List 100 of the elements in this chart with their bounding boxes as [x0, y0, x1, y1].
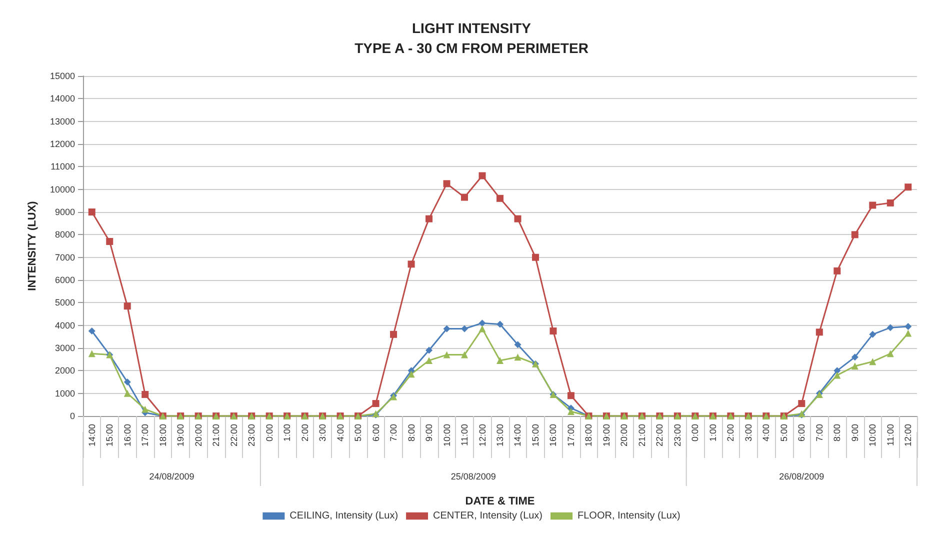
- point: [106, 238, 114, 245]
- x-axis-title: DATE & TIME: [465, 496, 535, 508]
- x-tick-label: 10:00: [868, 424, 878, 447]
- point: [514, 215, 522, 222]
- x-tick-label: 9:00: [850, 424, 860, 442]
- point: [88, 328, 96, 334]
- chart-subtitle: TYPE A - 30 CM FROM PERIMETER: [354, 40, 588, 56]
- y-tick-label: 2000: [54, 366, 75, 376]
- x-tick-label: 3:00: [318, 424, 328, 442]
- x-tick-label: 15:00: [530, 424, 540, 447]
- x-tick-label: 10:00: [442, 424, 452, 447]
- x-tick-label: 8:00: [832, 424, 842, 442]
- x-tick-label: 18:00: [158, 424, 168, 447]
- x-tick-label: 17:00: [566, 424, 576, 447]
- x-tick-label: 16:00: [122, 424, 132, 447]
- x-tick-label: 12:00: [477, 424, 488, 447]
- legend-label: FLOOR, Intensity (Lux): [578, 510, 680, 522]
- x-tick-label: 23:00: [246, 424, 257, 447]
- y-tick-label: 7000: [54, 252, 75, 262]
- y-tick-label: 9000: [54, 207, 75, 217]
- point: [461, 351, 468, 358]
- y-tick-label: 14000: [50, 94, 75, 104]
- y-tick-label: 4000: [54, 320, 75, 330]
- point: [816, 328, 823, 336]
- point: [461, 325, 468, 332]
- y-axis-title: INTENSITY (LUX): [26, 200, 38, 291]
- point: [496, 356, 504, 364]
- point: [372, 400, 380, 408]
- x-tick-label: 19:00: [176, 424, 186, 447]
- x-tick-label: 7:00: [388, 424, 399, 442]
- x-tick-label: 22:00: [654, 424, 665, 447]
- point: [851, 231, 858, 238]
- x-tick-label: 2:00: [300, 424, 310, 442]
- y-tick-label: 6000: [54, 275, 75, 285]
- point: [834, 367, 841, 374]
- point: [798, 400, 806, 408]
- point: [426, 215, 433, 222]
- x-tick-label: 0:00: [690, 424, 700, 442]
- x-tick-label: 20:00: [619, 424, 630, 447]
- x-tick-label: 11:00: [460, 424, 470, 446]
- y-tick-label: 11000: [50, 162, 75, 172]
- x-tick-label: 8:00: [406, 424, 416, 442]
- point: [478, 172, 486, 180]
- text: 26/08/2009: [779, 472, 824, 482]
- x-tick-label: 7:00: [814, 424, 824, 442]
- x-tick-label: 13:00: [495, 424, 505, 447]
- x-tick-label: 15:00: [104, 424, 115, 447]
- x-tick-label: 22:00: [228, 424, 239, 447]
- point: [390, 330, 398, 338]
- point: [869, 330, 876, 338]
- point: [869, 358, 876, 366]
- x-tick-label: 6:00: [370, 424, 381, 442]
- x-tick-label: 14:00: [512, 424, 523, 447]
- point: [443, 180, 450, 188]
- y-tick-label: 5000: [54, 298, 75, 308]
- point: [567, 408, 574, 415]
- point: [88, 208, 96, 216]
- legend-label: CEILING, Intensity (Lux): [290, 510, 398, 522]
- y-tick-label: 0: [70, 411, 75, 421]
- text: 25/08/2009: [450, 472, 496, 482]
- point: [904, 330, 912, 337]
- x-tick-label: 2:00: [726, 424, 736, 442]
- point: [124, 390, 131, 397]
- point: [514, 354, 522, 361]
- x-tick-label: 4:00: [335, 424, 346, 442]
- x-tick-label: 0:00: [264, 424, 274, 442]
- point: [88, 350, 96, 358]
- point: [886, 199, 894, 206]
- point: [869, 202, 876, 209]
- y-tick-label: 3000: [54, 343, 75, 353]
- point: [443, 351, 450, 358]
- point: [142, 390, 149, 398]
- x-tick-label: 1:00: [708, 424, 718, 442]
- legend-label: CENTER, Intensity (Lux): [433, 510, 543, 522]
- x-tick-label: 18:00: [584, 424, 594, 447]
- x-tick-label: 6:00: [796, 424, 807, 442]
- x-tick-label: 14:00: [86, 424, 97, 447]
- point: [142, 406, 149, 413]
- point: [514, 341, 522, 348]
- point: [532, 254, 539, 261]
- point: [851, 362, 858, 370]
- y-tick-label: 15000: [50, 71, 75, 81]
- x-tick-label: 12:00: [903, 424, 914, 447]
- x-tick-label: 21:00: [211, 424, 222, 447]
- point: [443, 325, 450, 332]
- x-tick-label: 3:00: [743, 424, 754, 442]
- point: [408, 370, 415, 378]
- point: [124, 302, 131, 310]
- chart-title: LIGHT INTENSITY: [412, 20, 532, 36]
- point: [904, 322, 912, 330]
- x-tick-label: 21:00: [636, 424, 647, 447]
- point: [550, 328, 557, 334]
- x-tick-label: 17:00: [140, 424, 150, 447]
- x-tick-label: 20:00: [193, 424, 204, 447]
- point: [426, 346, 433, 354]
- point: [834, 267, 841, 274]
- x-tick-label: 9:00: [424, 424, 434, 442]
- point: [886, 324, 894, 332]
- point: [478, 320, 486, 327]
- x-tick-label: 5:00: [778, 424, 789, 442]
